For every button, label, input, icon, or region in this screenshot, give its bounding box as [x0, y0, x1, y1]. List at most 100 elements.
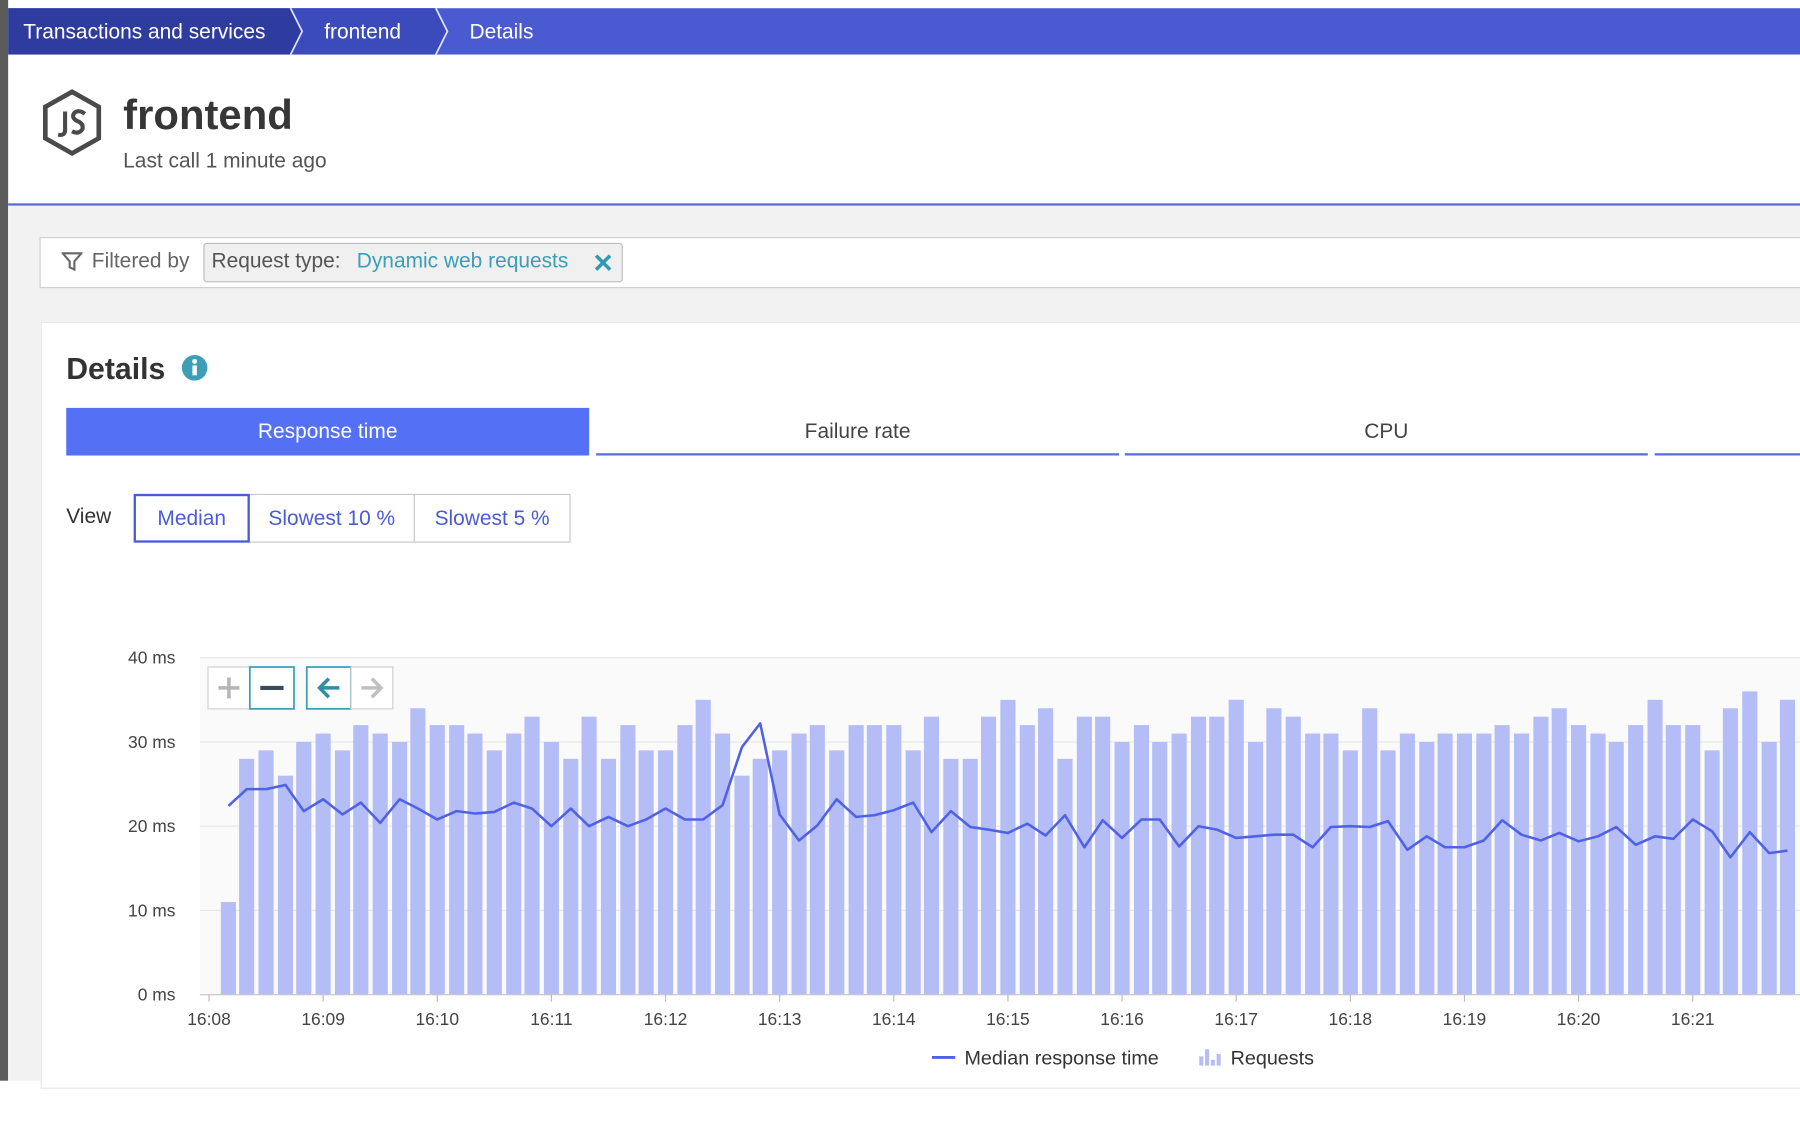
bar: [1019, 725, 1035, 995]
breadcrumb-bar: [8, 8, 1800, 55]
bar: [1209, 716, 1225, 995]
bar: [715, 733, 731, 995]
filter-key: Request type:: [211, 248, 341, 272]
filter-label: Filtered by: [91, 248, 190, 272]
bar: [1248, 741, 1264, 995]
bar: [353, 725, 369, 995]
legend-swatch: [1216, 1053, 1221, 1066]
bar: [677, 725, 693, 995]
left-arrow-icon: [317, 677, 340, 699]
bar: [1722, 708, 1738, 995]
legend-label: Requests: [1231, 1047, 1315, 1069]
bar: [1628, 725, 1644, 995]
bar: [1608, 741, 1624, 995]
bar: [449, 725, 465, 995]
info-icon[interactable]: [181, 354, 208, 381]
bar: [1190, 716, 1207, 995]
bar: [581, 716, 597, 995]
bar: [752, 758, 768, 995]
filter-remove[interactable]: [594, 253, 613, 272]
x-tick-label: 16:13: [758, 1009, 802, 1029]
logo-s: [71, 109, 87, 135]
bar: [791, 733, 807, 995]
y-tick-label: 30 ms: [128, 732, 176, 752]
bar: [1437, 733, 1453, 995]
legend-swatch: [1205, 1049, 1210, 1066]
bar: [848, 725, 864, 995]
x-tick-label: 16:19: [1443, 1009, 1487, 1029]
x-tick-label: 16:20: [1557, 1009, 1601, 1029]
bar: [334, 750, 351, 995]
x-tick-label: 16:18: [1329, 1009, 1373, 1029]
tab[interactable]: [1654, 408, 1800, 456]
breadcrumb-item[interactable]: frontend: [324, 19, 401, 43]
chart-toolbar: [207, 666, 394, 710]
info-stem: [192, 365, 197, 376]
bar: [372, 733, 388, 995]
bar: [1551, 708, 1567, 995]
bar: [563, 758, 579, 995]
bar: [1590, 733, 1606, 995]
plus-icon: [218, 677, 240, 699]
bar: [315, 733, 331, 995]
bar: [1380, 750, 1396, 995]
bar: [734, 775, 750, 995]
crumb-separator: [434, 8, 449, 55]
bar: [410, 708, 426, 995]
page-subtitle: Last call 1 minute ago: [123, 148, 327, 172]
bar: [1456, 733, 1473, 995]
info-dot: [192, 358, 198, 364]
tab[interactable]: Response time: [66, 407, 590, 456]
close-icon: [594, 254, 612, 271]
bar: [962, 758, 978, 995]
bar: [258, 750, 274, 995]
x-tick-label: 16:10: [415, 1009, 459, 1029]
header-divider: [8, 203, 1800, 206]
bar: [809, 725, 825, 995]
bar: [1285, 716, 1301, 995]
logo-hexagon: [42, 89, 102, 157]
bar: [1533, 716, 1549, 995]
view-button[interactable]: Slowest 5 %: [413, 493, 571, 543]
bar: [1685, 725, 1701, 995]
bar: [772, 750, 788, 995]
tab[interactable]: Failure rate: [596, 408, 1120, 456]
bar: [886, 725, 902, 995]
bar: [506, 733, 522, 995]
bar: [1742, 691, 1758, 995]
view-label: View: [66, 504, 112, 528]
bar: [467, 733, 483, 995]
nodejs-logo: [42, 89, 102, 157]
crumb-segment: [290, 8, 448, 55]
tab[interactable]: CPU: [1124, 408, 1648, 456]
page-title: frontend: [123, 90, 293, 139]
line: [227, 722, 1788, 859]
bar: [1362, 708, 1378, 995]
bar: [524, 716, 540, 995]
bar: [1076, 716, 1092, 995]
breadcrumb-item[interactable]: Transactions and services: [23, 19, 266, 43]
x-tick-label: 16:16: [1100, 1009, 1144, 1029]
bar: [1095, 716, 1111, 995]
bar: [1152, 741, 1168, 995]
bar: [1323, 733, 1339, 995]
bar: [296, 741, 312, 995]
bar: [943, 758, 959, 995]
bar: [1171, 733, 1187, 995]
bar: [1494, 725, 1510, 995]
bar: [1038, 708, 1054, 995]
crumb-segment: [8, 8, 303, 55]
x-tick-label: 16:15: [986, 1009, 1030, 1029]
bar: [866, 725, 882, 995]
legend-swatch: [1199, 1056, 1204, 1066]
view-button-selected[interactable]: Median: [133, 493, 250, 543]
y-tick-label: 10 ms: [128, 900, 176, 920]
x-tick-label: 16:14: [872, 1009, 916, 1029]
filter-chip[interactable]: [203, 242, 623, 283]
bar: [620, 725, 636, 995]
bar: [1228, 699, 1244, 995]
bar: [1133, 725, 1150, 995]
view-button[interactable]: Slowest 10 %: [248, 493, 415, 543]
